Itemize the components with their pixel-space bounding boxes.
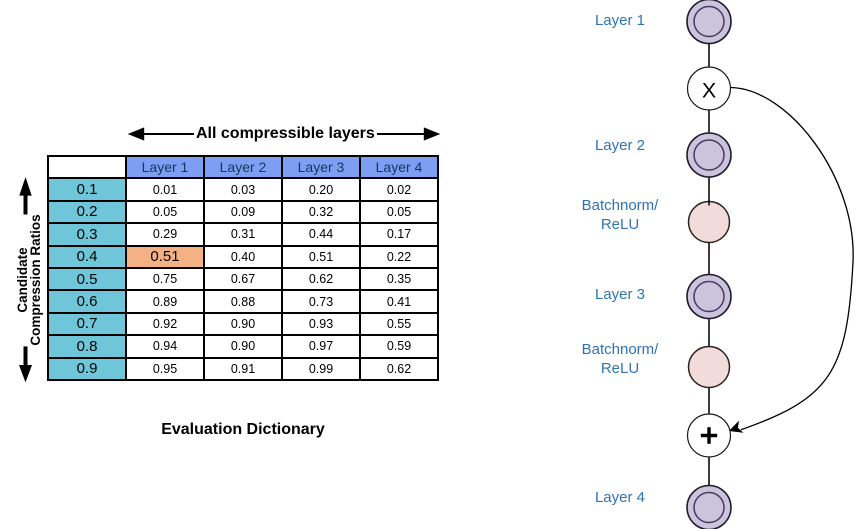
- svg-text:X: X: [702, 79, 716, 103]
